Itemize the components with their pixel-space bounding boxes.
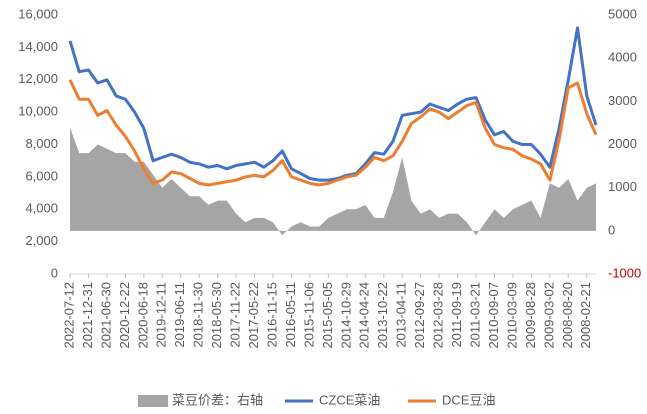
x-tick-label: 2011-03-21 [467, 282, 482, 348]
y-tick-label: 16,000 [18, 6, 58, 21]
x-tick-label: 2017-11-22 [228, 282, 243, 348]
y-tick-label: 2,000 [25, 233, 58, 248]
y-tick-label: 12,000 [18, 71, 58, 86]
x-tick-label: 2020-06-18 [135, 282, 150, 349]
legend-swatch [138, 395, 168, 407]
x-tick-label: 2008-02-21 [578, 282, 593, 349]
x-tick-label: 2009-08-28 [523, 282, 538, 349]
x-tick-label: 2016-11-15 [264, 282, 279, 348]
x-tick-label: 2014-10-29 [338, 282, 353, 349]
x-tick-label: 2013-04-11 [394, 282, 409, 348]
legend-label: CZCE菜油 [319, 392, 380, 407]
x-tick-label: 2016-05-11 [283, 282, 298, 348]
y2-tick-label: 1000 [608, 179, 637, 194]
y2-tick-label: 4000 [608, 50, 637, 65]
y-tick-label: 14,000 [18, 39, 58, 54]
x-tick-label: 2010-03-09 [504, 282, 519, 349]
x-tick-label: 2015-05-05 [320, 282, 335, 349]
x-tick-label: 2021-06-30 [98, 282, 113, 349]
x-tick-label: 2017-05-22 [246, 282, 261, 349]
y2-tick-label: 3000 [608, 93, 637, 108]
y-tick-label: 4,000 [25, 201, 58, 216]
y2-tick-label: 0 [608, 222, 615, 237]
y-tick-label: 0 [51, 265, 58, 280]
line [68, 79, 598, 187]
x-tick-label: 2010-09-07 [486, 282, 501, 349]
y-tick-label: 6,000 [25, 168, 58, 183]
y-tick-label: 10,000 [18, 104, 58, 119]
x-tick-label: 2013-10-22 [375, 282, 390, 349]
y2-tick-label: 5000 [608, 6, 637, 21]
legend-label: DCE豆油 [442, 392, 495, 407]
x-tick-label: 2008-08-20 [560, 282, 575, 349]
x-tick-label: 2015-11-06 [301, 282, 316, 348]
y2-tick-label: 2000 [608, 136, 637, 151]
area [70, 127, 596, 236]
y-tick-label: 8,000 [25, 136, 58, 151]
x-tick-label: 2011-09-19 [449, 282, 464, 348]
x-tick-label: 2012-03-28 [431, 282, 446, 349]
x-tick-label: 2018-11-30 [191, 282, 206, 348]
x-tick-label: 2012-09-27 [412, 282, 427, 349]
x-tick-label: 2020-12-22 [117, 282, 132, 349]
x-tick-label: 2022-07-12 [61, 282, 76, 349]
legend-label: 菜豆价差：右轴 [172, 392, 263, 407]
x-tick-label: 2021-12-31 [80, 282, 95, 349]
x-tick-label: 2018-05-30 [209, 282, 224, 349]
y2-tick-label: -1000 [608, 265, 641, 280]
x-tick-label: 2019-06-11 [172, 282, 187, 348]
x-tick-label: 2019-12-11 [154, 282, 169, 348]
x-tick-label: 2014-04-24 [357, 282, 372, 349]
line [68, 26, 598, 182]
x-tick-label: 2009-03-02 [541, 282, 556, 349]
